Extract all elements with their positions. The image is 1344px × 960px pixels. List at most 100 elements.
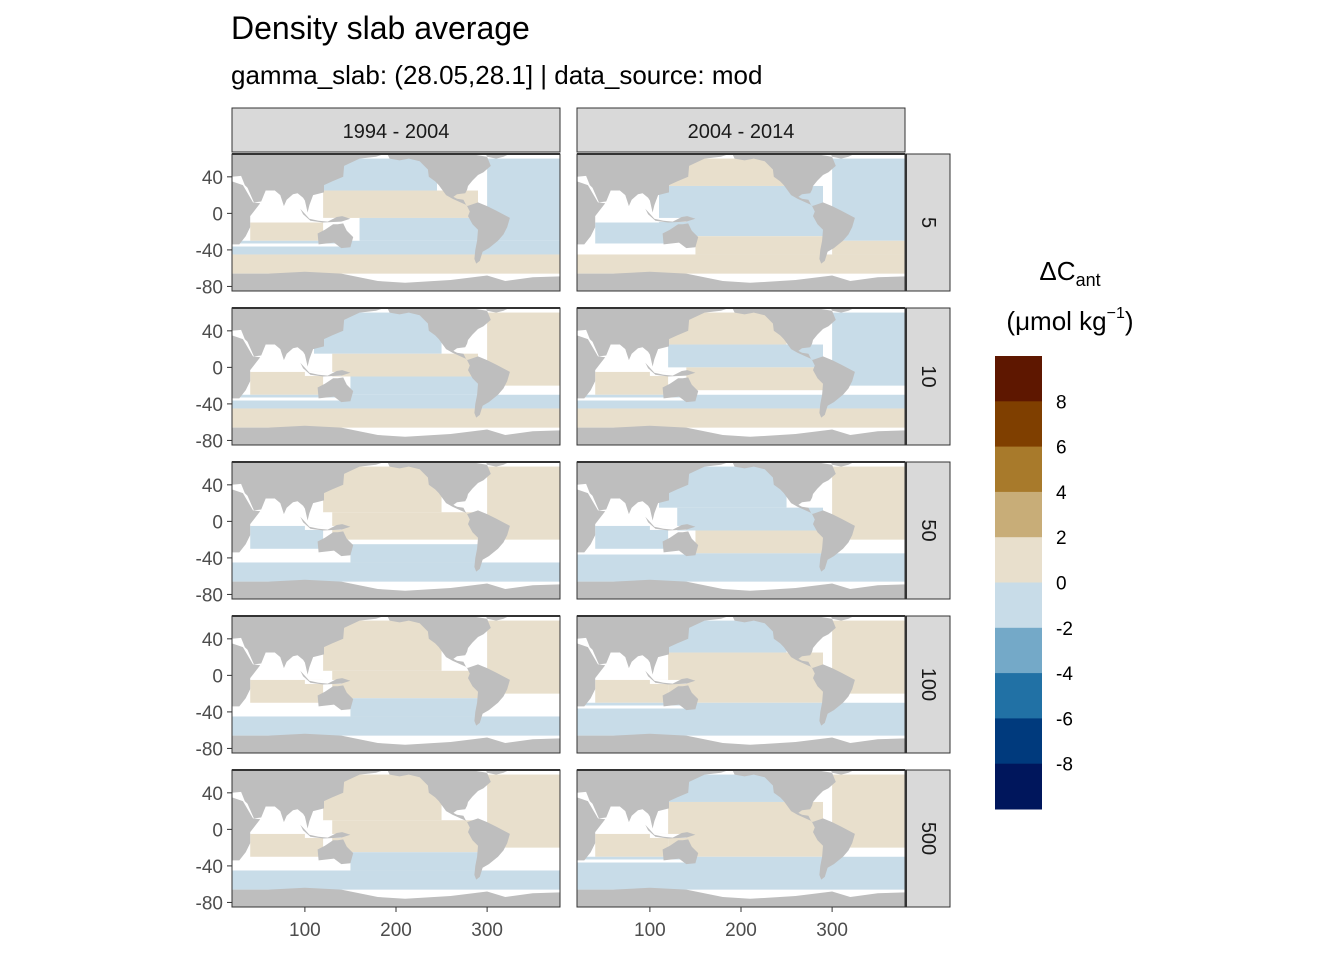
land-greenland	[485, 308, 510, 313]
missing-streak	[577, 243, 696, 247]
land-eurasia	[577, 308, 730, 367]
land-southamerica	[812, 818, 855, 880]
value-region	[350, 698, 478, 717]
land-southamerica	[467, 510, 510, 572]
value-region	[668, 652, 823, 703]
row-strip	[905, 615, 951, 754]
value-region	[232, 870, 560, 890]
value-region	[232, 394, 560, 409]
panel-content	[232, 770, 560, 907]
legend-color-bin	[995, 446, 1042, 493]
land-africa	[232, 181, 261, 245]
missing-streak	[232, 397, 351, 401]
facet-panel	[576, 615, 906, 754]
missing-streak	[232, 705, 351, 709]
land-southamerica	[467, 664, 510, 726]
legend-tick-label: 4	[1056, 483, 1067, 504]
land-eurasia	[232, 616, 385, 675]
land-greenland	[830, 616, 855, 621]
value-region	[250, 371, 324, 395]
legend-unit-text: (μmol kg	[1006, 306, 1106, 336]
panel-content	[577, 616, 905, 753]
value-region	[350, 852, 478, 871]
missing-streak	[649, 679, 687, 684]
facet-panel	[231, 153, 561, 292]
land-africa	[232, 643, 261, 707]
legend-color-bin	[995, 356, 1042, 402]
column-strip-label: 1994 - 2004	[343, 121, 450, 143]
legend-color-bin	[995, 491, 1042, 538]
land-australia	[662, 223, 699, 249]
land-southamerica	[467, 356, 510, 418]
land-eurasia	[232, 462, 385, 521]
land-australia	[317, 839, 354, 865]
legend: ΔCant (μmol kg−1) 8 6 4 2 0 -2 -4 -6 -8	[995, 256, 1134, 810]
value-region	[577, 408, 905, 428]
land-northamerica	[387, 462, 491, 515]
legend-color-bin	[995, 537, 1042, 583]
missing-streak	[232, 859, 351, 863]
land-northamerica	[387, 616, 491, 669]
legend-color-bin	[995, 582, 1042, 629]
y-tick-label: -80	[196, 739, 223, 760]
land-africa	[577, 181, 606, 245]
y-tick-label: 0	[212, 204, 223, 225]
facet-panel	[576, 307, 906, 446]
land-antarctica	[232, 887, 560, 907]
legend-tick-label: 6	[1056, 438, 1067, 459]
land-greenland	[485, 154, 510, 159]
land-greenland	[485, 462, 510, 467]
land-eurasia	[232, 308, 385, 367]
land-antarctica	[577, 733, 905, 753]
land-eurasia	[232, 770, 385, 829]
value-region	[595, 525, 669, 549]
facet-panel	[576, 769, 906, 908]
value-region	[232, 562, 560, 582]
legend-unit: (μmol kg−1)	[1006, 305, 1133, 336]
value-region	[595, 833, 669, 857]
land-indonesia	[645, 516, 696, 531]
land-indonesia	[300, 516, 351, 531]
value-region	[250, 833, 324, 857]
value-region	[686, 367, 823, 391]
land-australia	[317, 377, 354, 403]
land-indonesia	[645, 208, 696, 223]
legend-title-sub: ant	[1076, 270, 1101, 290]
panel-content	[577, 770, 905, 907]
missing-streak	[304, 371, 342, 376]
land-australia	[317, 531, 354, 557]
value-region	[595, 222, 664, 246]
panel-content	[577, 462, 905, 599]
value-region	[232, 254, 560, 274]
value-region	[668, 344, 823, 368]
land-southamerica	[467, 818, 510, 880]
row-strip	[905, 153, 951, 292]
x-tick-label: 300	[471, 920, 503, 941]
land-greenland	[830, 462, 855, 467]
land-northamerica	[732, 462, 836, 515]
facet-panel	[231, 615, 561, 754]
y-tick-label: -40	[196, 549, 223, 570]
land-antarctica	[232, 579, 560, 599]
value-region	[250, 222, 324, 241]
land-australia	[662, 377, 699, 403]
value-region	[577, 254, 905, 274]
y-tick-label: -40	[196, 857, 223, 878]
land-africa	[577, 643, 606, 707]
land-australia	[662, 685, 699, 711]
row-strip-label: 100	[917, 668, 939, 701]
legend-unit-sup: −1	[1107, 305, 1125, 322]
land-indonesia	[300, 670, 351, 685]
row-strip	[905, 461, 951, 600]
land-southamerica	[812, 202, 855, 264]
land-africa	[232, 489, 261, 553]
land-indonesia	[300, 824, 351, 839]
land-northamerica	[732, 616, 836, 669]
land-africa	[577, 797, 606, 861]
land-greenland	[485, 770, 510, 775]
missing-streak	[649, 217, 687, 222]
value-region	[350, 376, 478, 395]
value-region	[332, 512, 478, 540]
y-tick-label: -80	[196, 431, 223, 452]
